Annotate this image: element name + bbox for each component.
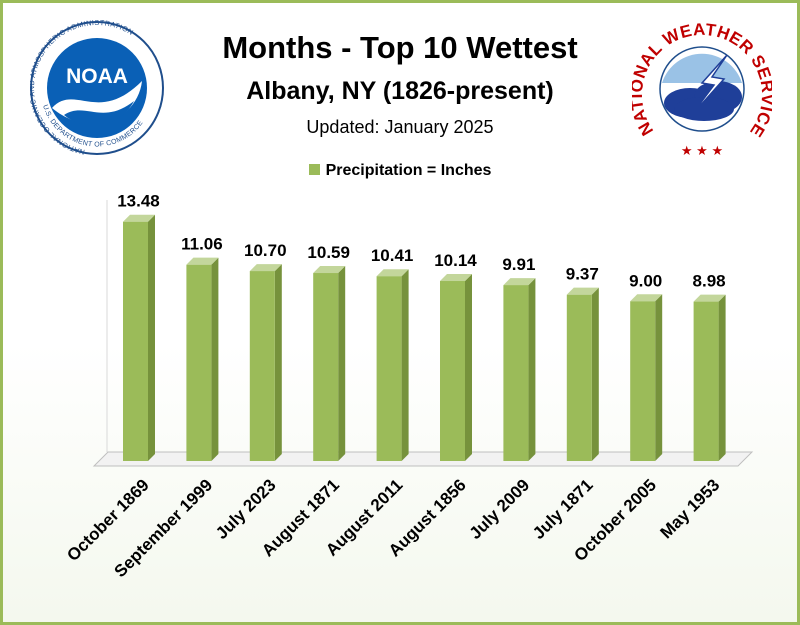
data-label: 10.14 [434,251,477,270]
bar-side [528,278,536,461]
noaa-logo-text: NOAA [66,65,128,88]
x-tick-label: July 2009 [466,475,534,543]
bar-side [274,264,282,461]
bar [123,221,148,461]
bar-top [693,294,726,302]
bar-side [655,294,663,461]
x-tick-label: July 2023 [212,475,280,543]
bar-top [440,274,472,282]
bar-top [249,264,282,272]
bar [376,276,402,461]
bar-top [503,278,536,286]
x-tick-label: July 1871 [529,475,597,543]
bar-top [313,266,346,274]
bar [313,273,339,461]
bar-side [591,287,599,461]
bar-top [186,257,219,265]
data-label: 10.59 [307,243,350,262]
bar-top [566,287,599,295]
bar-side [338,266,346,461]
data-label: 9.91 [502,255,535,274]
bar-top [376,269,409,277]
bar [440,281,465,461]
legend-label: Precipitation = Inches [325,162,492,179]
bar [693,301,719,461]
chart-legend: Precipitation = Inches [0,162,800,180]
data-label: 13.48 [117,192,160,211]
data-label: 9.37 [566,265,599,284]
bar-side [718,294,726,461]
bar-side [465,274,472,461]
bar [566,294,592,461]
stars-icon: ★ ★ ★ [681,143,723,158]
bar-side [401,269,409,461]
data-label: 11.06 [181,235,223,254]
data-label: 9.00 [629,271,662,290]
bar-side [148,214,155,461]
bar-top [123,214,155,222]
bar [249,271,275,461]
data-label: 10.41 [371,246,414,265]
bar [186,264,212,461]
bar-top [630,294,663,302]
bar [503,285,529,461]
bar [630,301,656,461]
nws-logo: NATIONAL WEATHER SERVICE ★ ★ ★ [632,20,772,158]
chart-title: Months - Top 10 Wettest [222,30,578,65]
legend-swatch [308,164,320,175]
x-tick-label: May 1953 [657,475,724,542]
noaa-logo: NATIONAL OCEANIC AND ATMOSPHERIC ADMINIS… [30,18,164,157]
data-label: 10.70 [244,241,287,260]
lightning-bolt-icon [689,54,728,118]
chart-subtitle: Albany, NY (1826-present) [246,77,554,105]
bar-side [211,257,219,461]
updated-date: Updated: January 2025 [306,117,494,137]
data-label: 8.98 [693,272,726,291]
